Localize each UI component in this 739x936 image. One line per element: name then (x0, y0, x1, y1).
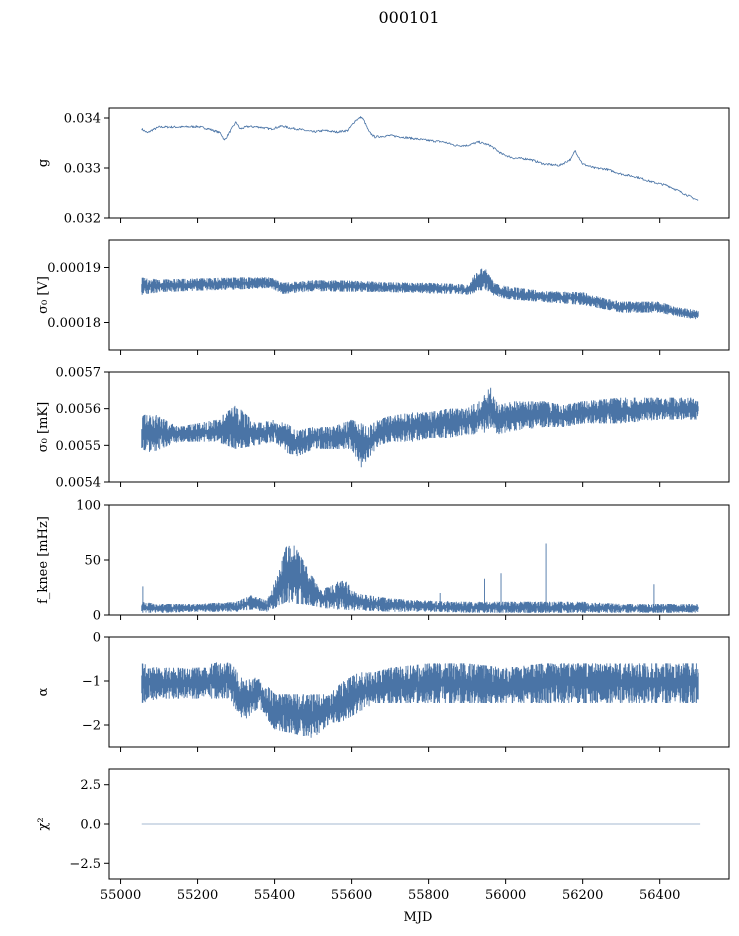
y-axis-label: g (36, 159, 51, 167)
series-band (141, 662, 699, 738)
series-band (141, 543, 699, 613)
x-tick-label: 55800 (408, 888, 449, 903)
plot-frame (108, 107, 730, 219)
y-tick-label: 0.0057 (56, 366, 102, 381)
y-tick-label: 0.0054 (56, 476, 102, 491)
plot-frame (108, 239, 730, 351)
x-tick-label: 56200 (562, 888, 603, 903)
panel-1: 0.032 0.033 0.034 g (36, 107, 730, 227)
y-axis-label: σ₀ [mK] (36, 402, 51, 452)
y-tick-label: 0.00018 (47, 316, 101, 331)
series-band (141, 268, 699, 320)
x-axis-label: MJD (404, 910, 433, 925)
y-axis-label: σ₀ [V] (36, 276, 51, 314)
panel-6: −2.5 0.0 2.5 55000 55200 55400 55600 55800 56000… (36, 768, 730, 903)
y-tick-label: 0 (93, 609, 101, 624)
y-tick-label: 0.034 (64, 112, 101, 127)
y-axis-label: α (36, 687, 51, 696)
x-tick-label: 55000 (100, 888, 141, 903)
y-tick-label: 0.0056 (56, 402, 102, 417)
y-tick-label: 0.033 (64, 162, 101, 177)
x-tick-label: 55600 (331, 888, 372, 903)
panel-4: 0 50 100 f_knee [mHz] (36, 499, 730, 624)
y-tick-label: 0.0 (80, 818, 101, 833)
panel-3: 0.0054 0.0055 0.0056 0.0057 σ₀ [mK] (36, 366, 730, 491)
y-tick-label: 0.0055 (56, 439, 102, 454)
x-tick-label: 56400 (639, 888, 680, 903)
x-tick-label: 56000 (485, 888, 526, 903)
y-tick-label: 0.032 (64, 212, 101, 227)
y-tick-label: −2.5 (69, 857, 101, 872)
series-line (141, 116, 699, 201)
series-band (141, 387, 699, 468)
plot-frame (108, 504, 730, 616)
y-axis-label: f_knee [mHz] (36, 516, 51, 604)
plot-frame (108, 371, 730, 483)
plot-frame (108, 636, 730, 748)
y-tick-label: 2.5 (80, 778, 101, 793)
x-tick-label: 55400 (254, 888, 295, 903)
y-tick-label: −2 (82, 719, 101, 734)
y-tick-label: 50 (84, 554, 101, 569)
panel-5: −2 −1 0 α (36, 631, 730, 752)
y-tick-label: 0 (93, 631, 101, 646)
y-tick-label: 100 (76, 499, 101, 514)
y-tick-label: −1 (82, 675, 101, 690)
figure-title: 000101 (378, 8, 439, 27)
y-tick-label: 0.00019 (47, 261, 101, 276)
x-tick-label: 55200 (177, 888, 218, 903)
y-axis-label: χ² (36, 817, 51, 830)
